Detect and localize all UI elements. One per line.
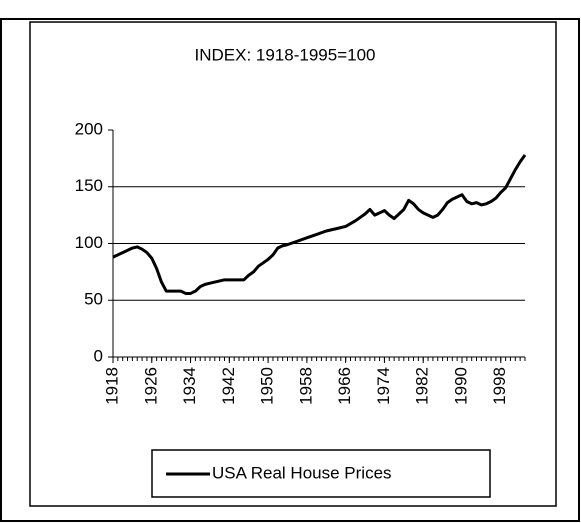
y-tick-label: 0 (94, 346, 103, 365)
x-tick-label: 1950 (258, 367, 277, 405)
x-tick-label: 1926 (141, 367, 160, 405)
y-tick-label: 200 (75, 119, 103, 138)
x-tick-label: 1958 (296, 367, 315, 405)
x-tick-label: 1966 (335, 367, 354, 405)
data-line (112, 154, 527, 295)
chart-frame (29, 21, 557, 507)
legend-label: USA Real House Prices (212, 463, 392, 482)
x-tick-label: 1982 (413, 367, 432, 405)
y-tick-label: 100 (75, 233, 103, 252)
outer-border (0, 18, 580, 522)
chart-subtitle: INDEX: 1918-1995=100 (195, 45, 376, 64)
x-tick-label: 1918 (102, 367, 121, 405)
x-tick-label: 1974 (374, 367, 393, 405)
x-tick-label: 1942 (219, 367, 238, 405)
x-tick-label: 1934 (180, 367, 199, 405)
x-tick-label: 1998 (490, 367, 509, 405)
y-tick-label: 50 (84, 290, 103, 309)
y-tick-label: 150 (75, 176, 103, 195)
x-tick-label: 1990 (451, 367, 470, 405)
